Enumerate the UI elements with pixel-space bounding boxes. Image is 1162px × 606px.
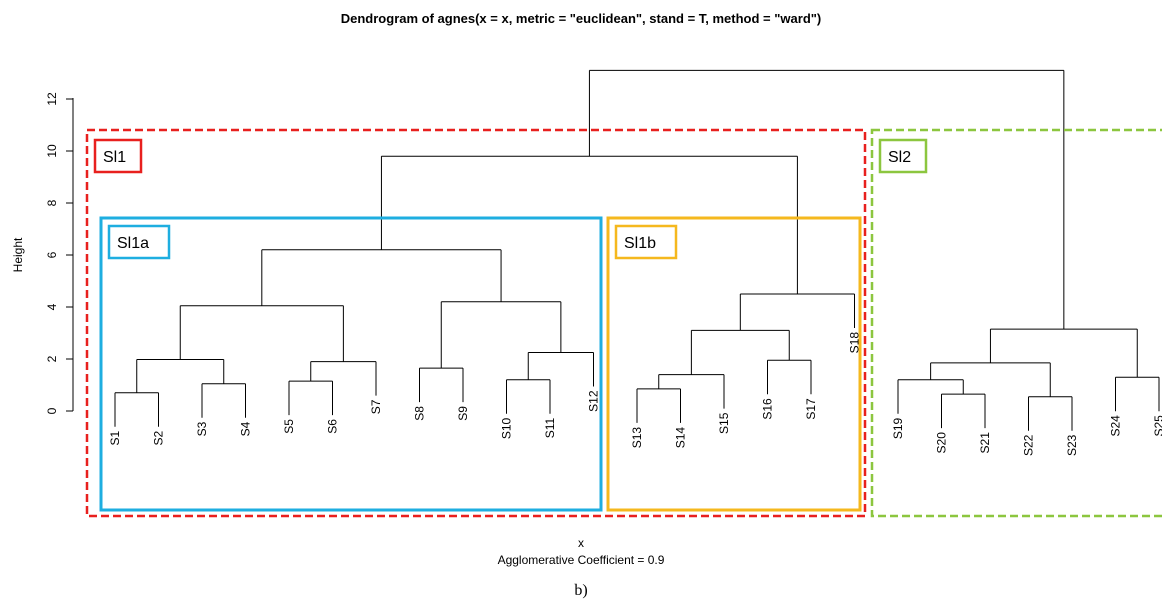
group-box-sl1b (606, 216, 862, 512)
leaf-label-S19: S19 (891, 417, 905, 439)
merge-m2 (201, 383, 246, 418)
leaf-label-S21: S21 (978, 432, 992, 454)
leaf-label-S20: S20 (935, 432, 949, 454)
leaf-label-S7: S7 (369, 399, 383, 414)
merge-m5 (310, 361, 377, 396)
dendrogram-branches (114, 69, 1160, 431)
merge-m14 (767, 359, 812, 395)
merge-m16 (739, 293, 855, 331)
merge-m8 (506, 379, 551, 414)
y-tick-label-0: 0 (45, 407, 59, 414)
leaf-label-S16: S16 (761, 398, 775, 420)
group-sl1b: Sl1b (606, 216, 862, 512)
merge-m13 (658, 374, 725, 409)
group-boxes: Sl1 Sl1a Sl1b Sl2 (85, 128, 1162, 518)
y-ticks: 0 2 4 6 8 10 12 (45, 92, 73, 414)
group-label-sl1: Sl1 (103, 149, 126, 166)
merge-m17 (380, 155, 798, 294)
y-tick-label-4: 4 (45, 303, 59, 310)
merge-m11 (261, 249, 502, 306)
group-label-sl1a: Sl1a (117, 235, 149, 252)
leaf-label-S2: S2 (152, 430, 166, 445)
x-axis-label: x (578, 536, 584, 550)
merge-m4 (288, 380, 333, 416)
group-tag-sl1 (93, 138, 143, 174)
leaf-label-S10: S10 (500, 417, 514, 439)
merge-m9 (527, 352, 594, 387)
group-sl1a: Sl1a (99, 216, 603, 512)
leaf-label-S14: S14 (674, 427, 688, 449)
leaf-label-S22: S22 (1022, 434, 1036, 456)
leaf-labels: S1 S2 S3 S4 S5 S6 S7 S8 S9 S10 S11 S12 S13 S14 S15 S16 S… (108, 332, 1162, 456)
leaf-label-S17: S17 (804, 398, 818, 420)
leaf-label-S13: S13 (630, 427, 644, 449)
leaf-label-S15: S15 (717, 412, 731, 434)
leaf-label-S3: S3 (195, 421, 209, 436)
merge-m22 (1115, 376, 1160, 412)
group-label-sl1b: Sl1b (624, 235, 656, 252)
group-tag-sl1b (614, 224, 678, 260)
y-axis: 0 2 4 6 8 10 12 Height (11, 92, 74, 414)
leaf-label-S4: S4 (239, 421, 253, 436)
merge-m3 (136, 359, 225, 393)
leaf-label-S24: S24 (1109, 415, 1123, 437)
leaf-label-S23: S23 (1065, 434, 1079, 456)
leaf-label-S18: S18 (848, 332, 862, 354)
y-tick-label-6: 6 (45, 251, 59, 258)
group-box-sl1 (85, 128, 867, 518)
y-tick-label-2: 2 (45, 355, 59, 362)
leaf-label-S5: S5 (282, 419, 296, 434)
leaf-label-S1: S1 (108, 430, 122, 445)
leaf-label-S9: S9 (456, 406, 470, 421)
merge-m10 (440, 301, 562, 369)
group-tag-sl2 (878, 138, 928, 174)
group-label-sl2: Sl2 (888, 149, 911, 166)
leaf-label-S8: S8 (413, 406, 427, 421)
leaf-label-S25: S25 (1152, 415, 1162, 437)
group-box-sl2 (870, 128, 1162, 518)
merge-m20 (1028, 396, 1073, 431)
group-box-sl1a (99, 216, 603, 512)
group-sl2: Sl2 (870, 128, 1162, 518)
merge-m23 (989, 328, 1138, 378)
y-tick-label-12: 12 (45, 92, 59, 106)
merge-m12 (636, 388, 681, 423)
y-axis-label: Height (11, 237, 25, 272)
merge-m24 (588, 69, 1065, 330)
agglomerative-coefficient: Agglomerative Coefficient = 0.9 (498, 553, 665, 567)
leaf-label-S6: S6 (326, 419, 340, 434)
merge-m1 (114, 392, 159, 427)
leaf-label-S12: S12 (587, 390, 601, 412)
figure-caption: b) (574, 582, 587, 599)
merge-m15 (690, 329, 790, 375)
group-sl1: Sl1 (85, 128, 867, 518)
merge-m6 (179, 305, 344, 362)
leaf-label-S11: S11 (543, 417, 557, 438)
group-tag-sl1a (107, 224, 171, 260)
y-tick-label-10: 10 (45, 144, 59, 158)
merge-m19 (897, 379, 964, 414)
merge-m7 (419, 367, 464, 403)
y-tick-label-8: 8 (45, 199, 59, 206)
chart-title: Dendrogram of agnes(x = x, metric = "euc… (341, 11, 822, 26)
merge-m18 (941, 393, 986, 429)
